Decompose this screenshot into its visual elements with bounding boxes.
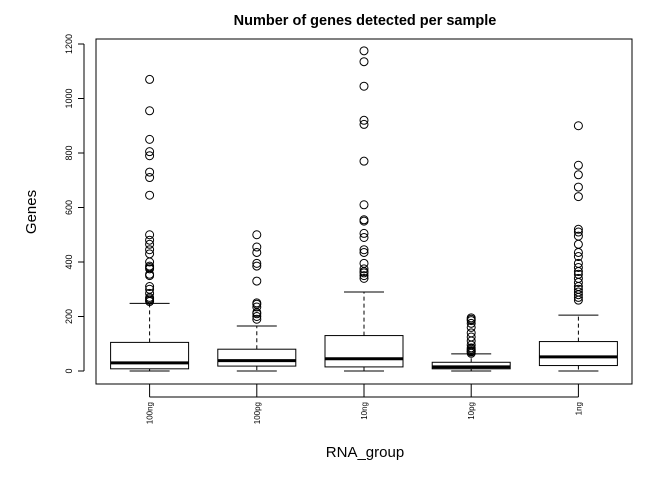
outlier-point — [145, 190, 155, 200]
x-tick-label-10ng: 10ng — [360, 402, 369, 420]
outlier-point — [466, 318, 476, 328]
outlier-point — [145, 151, 155, 161]
outlier-point — [573, 170, 583, 180]
box-1ng — [538, 121, 618, 372]
outlier-point — [573, 284, 583, 294]
y-tick-label: 200 — [64, 309, 74, 324]
chart-title: Number of genes detected per sample — [234, 13, 497, 29]
y-tick-label: 1200 — [64, 34, 74, 54]
outlier-point — [359, 81, 369, 91]
outlier-point — [573, 224, 583, 234]
outlier-point — [359, 228, 369, 238]
outlier-point — [145, 282, 155, 292]
outlier-point — [573, 227, 583, 237]
outlier-point — [359, 232, 369, 242]
outlier-point — [359, 115, 369, 125]
outlier-point — [252, 230, 262, 240]
outlier-point — [573, 239, 583, 249]
outlier-point — [252, 312, 262, 321]
outlier-point — [573, 262, 583, 272]
outlier-point — [252, 258, 262, 268]
outlier-point — [145, 74, 155, 84]
outlier-point — [359, 245, 369, 255]
outlier-point — [145, 235, 155, 245]
iqr-box — [324, 335, 404, 368]
outlier-point — [145, 106, 155, 116]
outlier-point — [145, 284, 155, 294]
outlier-point — [466, 343, 476, 353]
outlier-point — [359, 200, 369, 210]
y-tick-label: 800 — [64, 145, 74, 160]
outlier-point — [466, 328, 476, 338]
outlier-point — [145, 288, 155, 298]
outlier-point — [573, 269, 583, 279]
outlier-point — [145, 167, 155, 177]
box-series — [110, 46, 618, 372]
outlier-point — [359, 215, 369, 225]
box-10ng — [324, 46, 404, 372]
outlier-point — [145, 134, 155, 144]
outlier-point — [252, 247, 262, 257]
y-axis-label: Genes — [23, 190, 40, 234]
outlier-point — [466, 313, 476, 323]
outlier-point — [573, 192, 583, 202]
outlier-point — [252, 302, 262, 312]
iqr-box — [538, 341, 618, 367]
box-100ng — [110, 74, 190, 372]
outlier-point — [145, 249, 155, 259]
y-axis: 0 200 400 600 800 1000 1200 — [64, 34, 85, 374]
outlier-point — [573, 258, 583, 268]
y-tick-label: 1000 — [64, 88, 74, 108]
outlier-point — [573, 287, 583, 297]
outlier-point — [573, 252, 583, 262]
outlier-point — [573, 121, 583, 131]
box-100pg — [217, 230, 297, 372]
y-tick-label: 0 — [64, 368, 74, 373]
outlier-point — [359, 46, 369, 56]
outlier-point — [573, 182, 583, 192]
outlier-point — [573, 160, 583, 170]
outlier-point — [466, 332, 476, 342]
outlier-point — [252, 298, 262, 308]
iqr-box — [110, 341, 190, 370]
outlier-point — [145, 173, 155, 183]
outlier-point — [359, 273, 369, 283]
box-10pg — [431, 313, 511, 372]
x-tick-label-100pg: 100pg — [253, 402, 262, 424]
x-tick-label-1ng: 1ng — [574, 402, 583, 415]
outlier-point — [145, 147, 155, 157]
iqr-box — [217, 348, 297, 367]
y-tick-label: 400 — [64, 254, 74, 269]
outlier-point — [359, 264, 369, 274]
outlier-point — [252, 261, 262, 271]
x-tick-label-10pg: 10pg — [467, 402, 476, 420]
outlier-point — [359, 57, 369, 67]
outlier-point — [359, 258, 369, 268]
outlier-point — [573, 273, 583, 283]
outlier-point — [145, 239, 155, 249]
outlier-point — [145, 245, 155, 255]
outlier-point — [359, 156, 369, 166]
outlier-point — [145, 230, 155, 240]
outlier-point — [252, 276, 262, 286]
y-tick-label: 600 — [64, 200, 74, 215]
x-tick-label-100ng: 100ng — [146, 402, 155, 424]
outlier-point — [145, 261, 155, 271]
outlier-point — [573, 231, 583, 241]
x-axis: 100ng 100pg 10ng 10pg 1ng — [146, 384, 583, 424]
outlier-point — [359, 247, 369, 257]
x-axis-label: RNA_group — [326, 444, 404, 461]
outlier-point — [359, 119, 369, 129]
outlier-point — [359, 271, 369, 281]
outlier-point — [252, 242, 262, 252]
outlier-point — [252, 314, 262, 324]
